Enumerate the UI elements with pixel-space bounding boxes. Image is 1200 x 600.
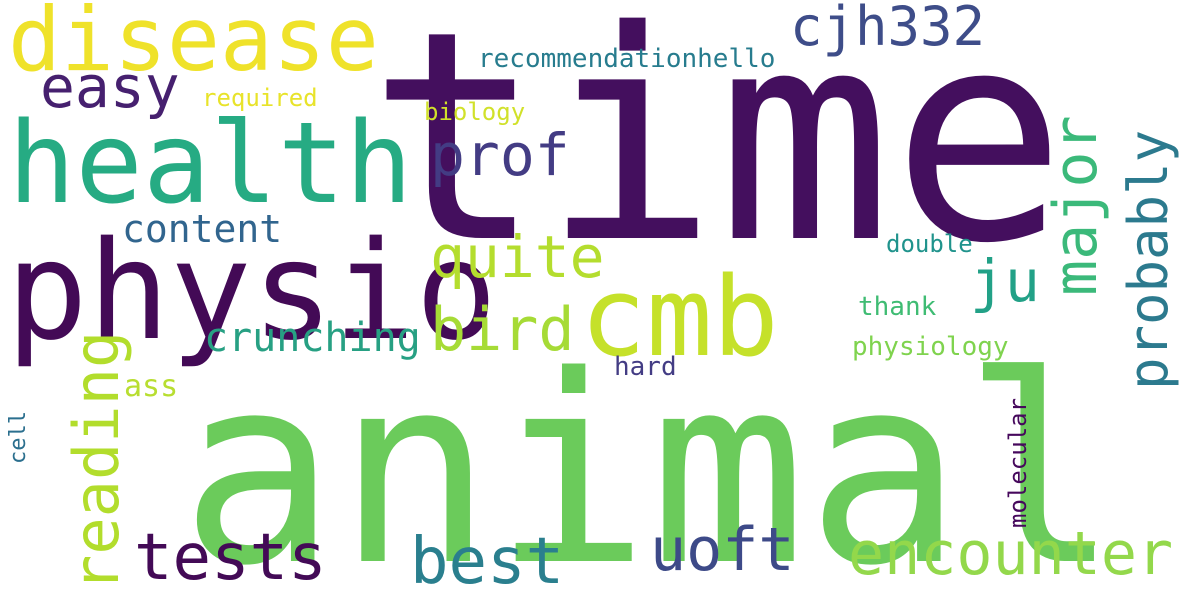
word-prof: prof bbox=[430, 121, 570, 189]
word-physio: physio bbox=[6, 213, 498, 371]
word-crunching: crunching bbox=[204, 315, 421, 361]
word-probably: probably bbox=[1117, 129, 1180, 390]
word-major: major bbox=[1041, 115, 1111, 296]
word-uoft: uoft bbox=[650, 515, 795, 585]
word-recommendationhello: recommendationhello bbox=[478, 44, 776, 74]
word-required: required bbox=[202, 84, 318, 112]
word-time: time bbox=[368, 0, 1067, 307]
word-content: content bbox=[122, 207, 283, 251]
word-molecular: molecular bbox=[1004, 397, 1032, 528]
word-animal: animal bbox=[180, 321, 1120, 600]
word-cmb: cmb bbox=[580, 253, 779, 381]
word-reading: reading bbox=[60, 330, 133, 592]
word-encounter: encounter bbox=[848, 519, 1174, 589]
word-physiology: physiology bbox=[852, 332, 1009, 362]
word-thank: thank bbox=[858, 292, 937, 322]
word-cjh332: cjh332 bbox=[790, 0, 986, 58]
word-ass: ass bbox=[124, 369, 179, 404]
word-easy: easy bbox=[40, 53, 180, 121]
word-ju: ju bbox=[970, 247, 1040, 315]
word-bird: bird bbox=[430, 295, 575, 365]
word-health: health bbox=[8, 99, 413, 229]
word-tests: tests bbox=[134, 521, 327, 595]
word-disease: disease bbox=[8, 0, 379, 91]
word-best: best bbox=[410, 525, 565, 599]
word-hard: hard bbox=[614, 352, 677, 382]
word-quite: quite bbox=[430, 223, 605, 291]
word-double: double bbox=[886, 230, 973, 258]
word-biology: biology bbox=[424, 98, 526, 126]
word-cell: cell bbox=[6, 411, 31, 464]
